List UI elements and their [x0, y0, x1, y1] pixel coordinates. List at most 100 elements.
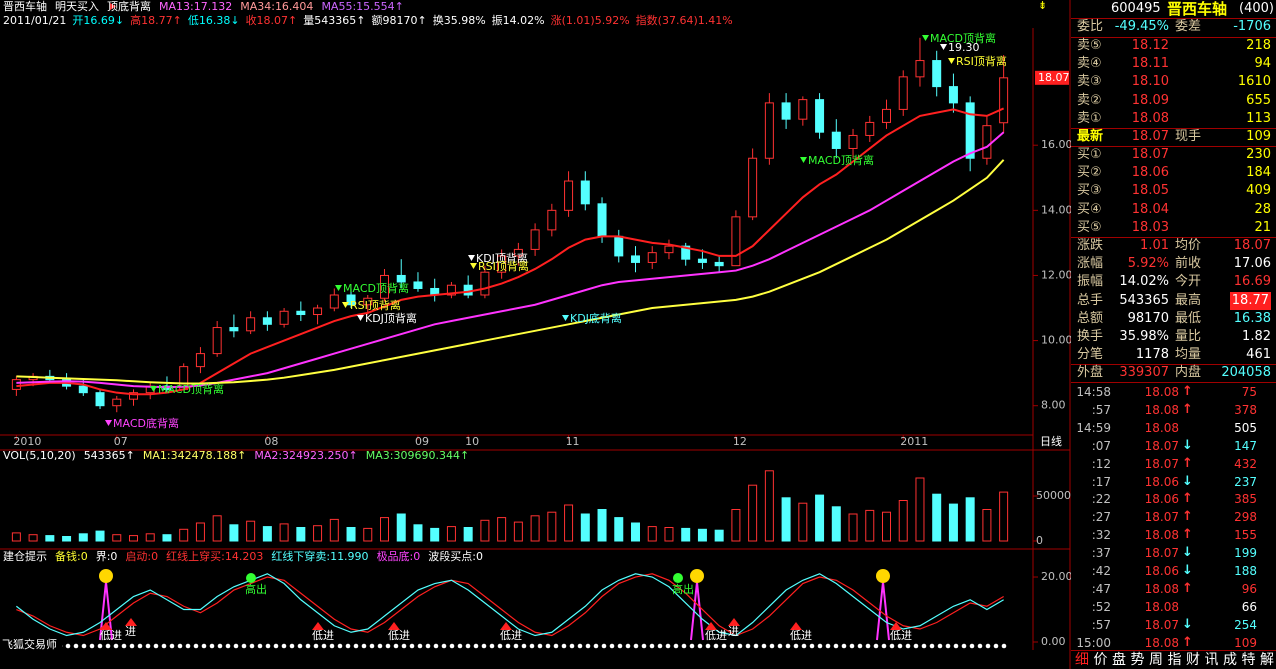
buy-arrow — [125, 618, 137, 626]
stat-value: 543365 — [1119, 292, 1169, 308]
signal-label: 进 — [728, 625, 739, 638]
baseline-dot — [793, 643, 799, 649]
volume-bar — [697, 528, 707, 542]
volume-bar — [982, 509, 992, 542]
baseline-dot — [769, 643, 775, 649]
volume-bar — [446, 526, 456, 542]
tab[interactable]: 指 — [1167, 652, 1182, 668]
candle-body — [714, 261, 724, 267]
baseline-dot — [649, 643, 655, 649]
x-tick-label: 09 — [415, 435, 429, 448]
baseline-dot — [601, 643, 607, 649]
volume-bar — [329, 518, 339, 542]
panel-divider — [1071, 37, 1276, 38]
baseline-dot — [417, 643, 423, 649]
tab[interactable]: 特 — [1241, 652, 1256, 668]
stat-label: 量比 — [1175, 329, 1202, 344]
tab[interactable]: 价 — [1093, 652, 1108, 668]
signal-marker — [800, 157, 807, 163]
tab[interactable]: 盘 — [1112, 652, 1126, 668]
signal-label: MACD底背离 — [113, 416, 179, 430]
baseline-dot — [281, 643, 287, 649]
buy-arrow — [890, 622, 902, 630]
volume-bar — [614, 517, 624, 542]
tick-time: 14:59 — [1076, 420, 1111, 435]
baseline-dot — [113, 643, 119, 649]
tick-volume: 432 — [1234, 456, 1257, 471]
baseline-dot — [425, 643, 431, 649]
tab[interactable]: 成 — [1223, 652, 1237, 668]
info-item: 振14.02% — [491, 14, 545, 27]
signal-marker — [940, 44, 947, 50]
signal-label: RSI顶背离 — [956, 54, 1007, 68]
volume-bar — [647, 526, 657, 542]
volume-bar — [162, 534, 172, 542]
signal-spike — [876, 581, 890, 641]
baseline-dot — [705, 643, 711, 649]
tick-time: :12 — [1091, 456, 1111, 471]
signal-label: MACD顶背离 — [158, 382, 224, 396]
baseline-dot — [713, 643, 719, 649]
baseline-dot — [617, 643, 623, 649]
volume-bar — [262, 526, 272, 542]
volume-bar — [246, 520, 256, 542]
baseline-dot — [329, 643, 335, 649]
price-tag-label: 18.07 — [1038, 71, 1070, 84]
stat-label: 总手 — [1077, 292, 1104, 308]
tick-arrow: ↑ — [1182, 455, 1193, 471]
volume-bar — [497, 517, 507, 542]
y-tick-label: 16.00 — [1041, 138, 1071, 151]
candle-body — [396, 274, 406, 283]
volume-bar — [631, 522, 640, 542]
ask-volume: 94 — [1254, 56, 1271, 72]
tick-time: :22 — [1091, 492, 1111, 507]
bid-label: 买① — [1077, 147, 1102, 162]
tick-volume: 199 — [1234, 546, 1257, 561]
info-item: 额98170↑ — [371, 14, 427, 27]
ask-price: 18.12 — [1131, 38, 1169, 53]
volume-legend: MA3:309690.344↑ — [365, 449, 470, 462]
order-ratio-value: -1706 — [1233, 19, 1271, 34]
footer-bg — [0, 638, 62, 651]
baseline-dot — [153, 643, 159, 649]
tab[interactable]: 周 — [1149, 652, 1163, 668]
tab[interactable]: 讯 — [1204, 652, 1219, 668]
stat-label: 最高 — [1175, 292, 1202, 308]
baseline-dot — [1001, 643, 1007, 649]
tab[interactable]: 势 — [1130, 652, 1145, 668]
baseline-dot — [137, 643, 143, 649]
x-tick-label: 07 — [114, 435, 128, 448]
volume-legend: 543365↑ — [83, 449, 135, 462]
signal-marker — [335, 285, 342, 291]
tab[interactable]: 细 — [1075, 652, 1089, 668]
indicator-legend: 波段买点:0 — [428, 550, 483, 563]
baseline-dot — [561, 643, 567, 649]
signal-marker — [357, 315, 364, 321]
volume-bar — [480, 519, 490, 542]
baseline-dot — [593, 643, 599, 649]
tab[interactable]: 解 — [1260, 652, 1274, 668]
title-item: 晋西车轴 — [3, 0, 47, 13]
stat-value: 461 — [1246, 347, 1271, 363]
tick-price: 18.07 — [1144, 546, 1179, 561]
chart-area: ⇟ 8.00 10.00 12.00 14.00 16.00 2010 07 08 09 10 11… — [0, 0, 1071, 669]
smiley-icon — [876, 569, 890, 583]
baseline-dot — [585, 643, 591, 649]
candle-body — [246, 317, 256, 332]
smiley-icon — [99, 569, 113, 583]
tab[interactable]: 财 — [1186, 652, 1200, 668]
baseline-dot — [337, 643, 343, 649]
stat-label: 振幅 — [1077, 274, 1104, 290]
signal-label: RSI顶背离 — [350, 298, 401, 312]
buy-arrow — [790, 622, 802, 630]
baseline-dot — [545, 643, 551, 649]
y-tick-label: 12.00 — [1041, 268, 1071, 281]
baseline-dot — [873, 643, 879, 649]
lock-icon[interactable]: ⇟ — [1038, 0, 1047, 12]
baseline-dot — [625, 643, 631, 649]
baseline-dot — [777, 643, 783, 649]
sell-dot — [673, 573, 683, 583]
baseline-dot — [209, 643, 215, 649]
candle-body — [731, 216, 741, 267]
signal-label: 低进 — [790, 629, 812, 642]
